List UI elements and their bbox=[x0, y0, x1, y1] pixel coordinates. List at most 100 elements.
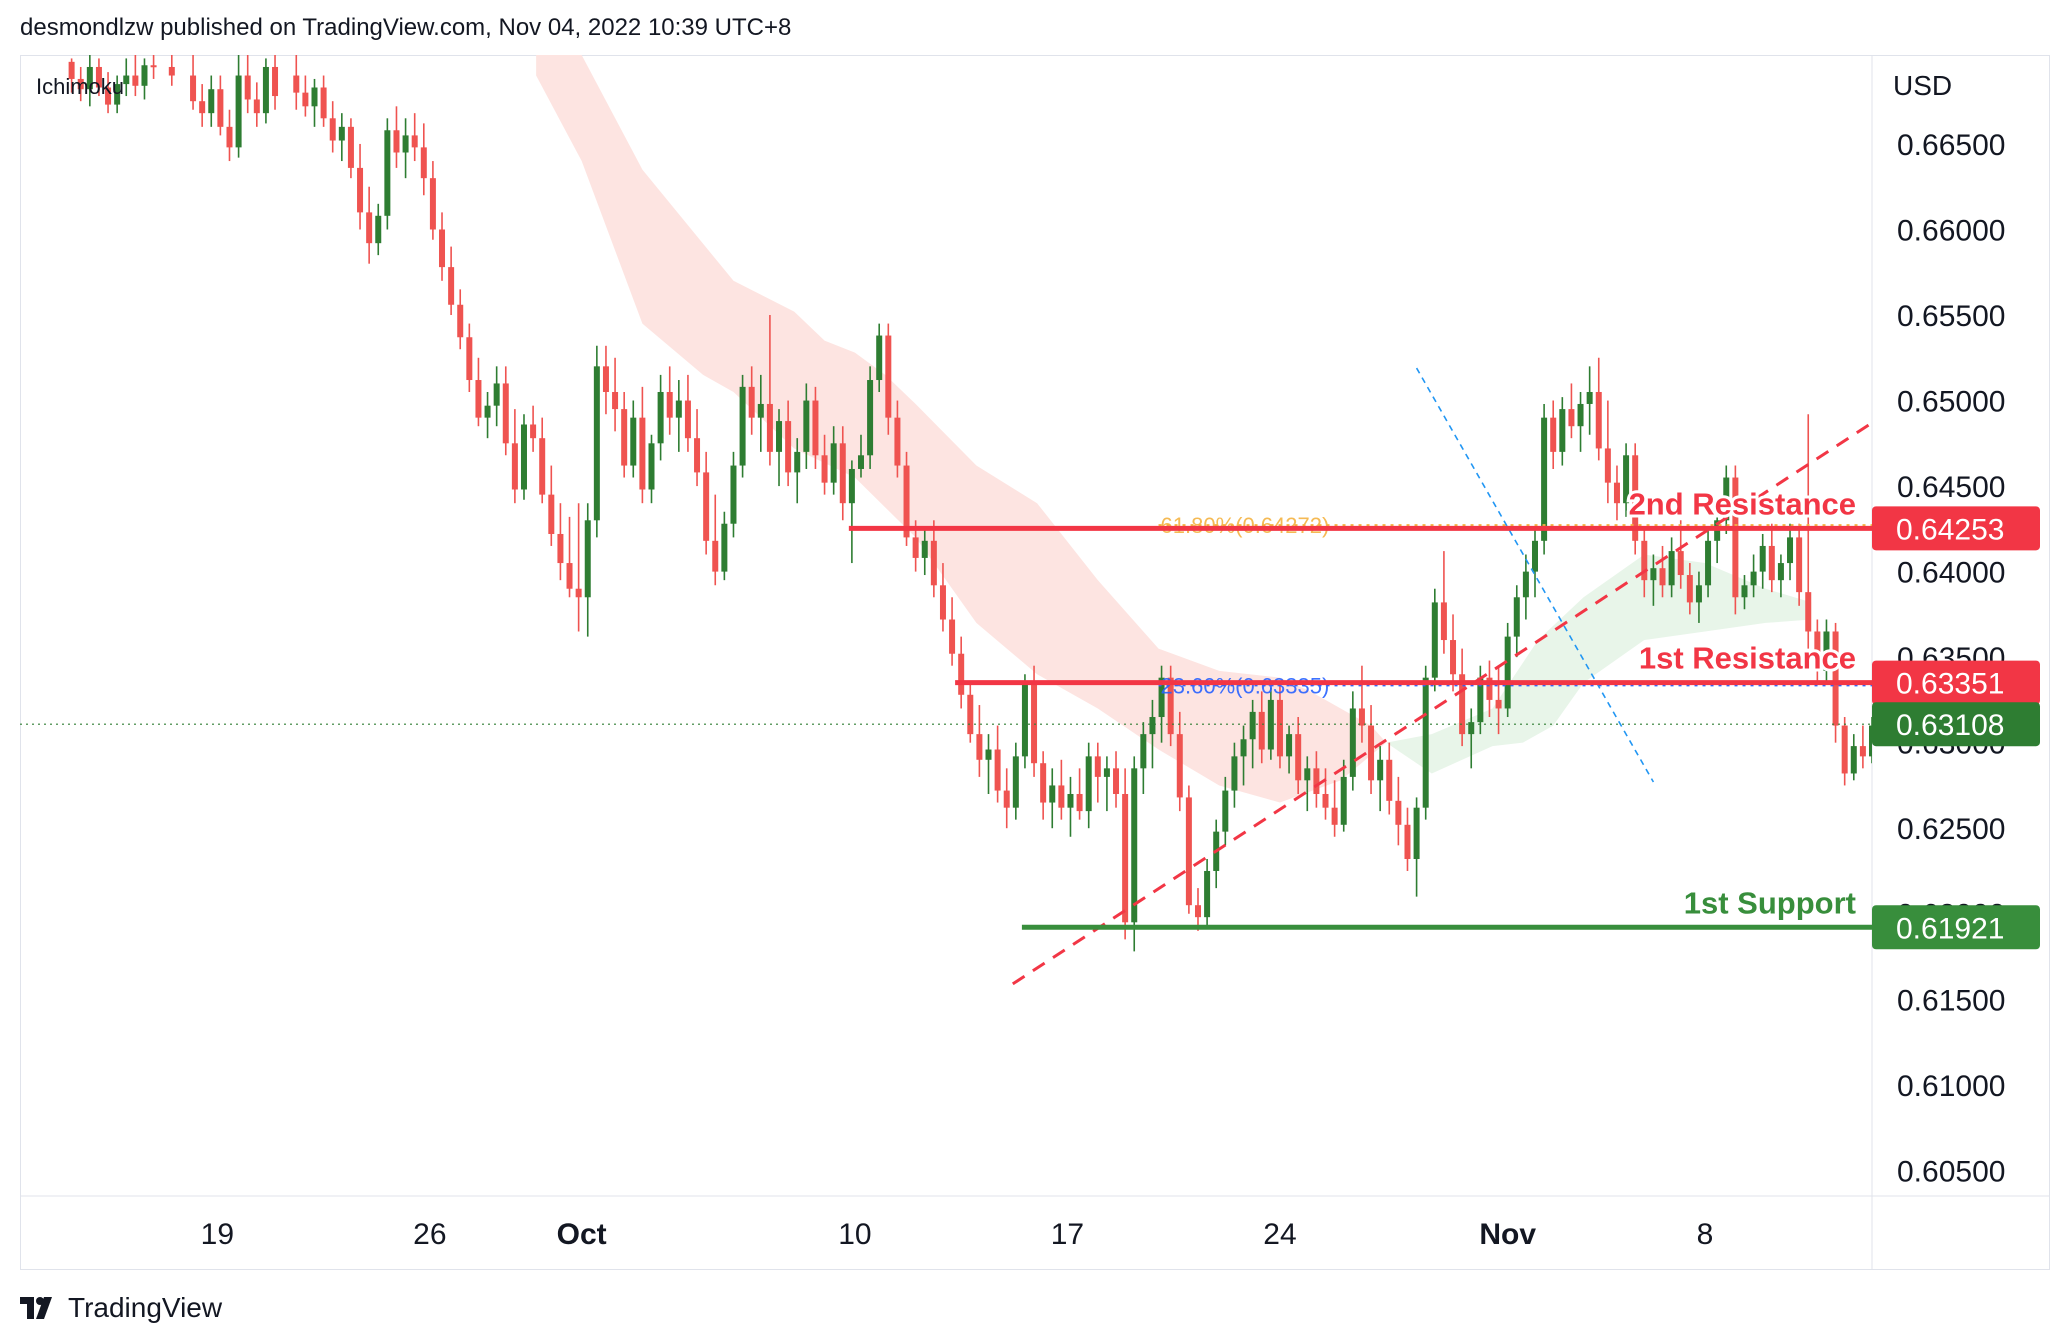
ichimoku-cloud-bullish bbox=[1386, 554, 1812, 774]
candle-body bbox=[1249, 711, 1256, 740]
fib-label: 23.60%(0.63335) bbox=[1161, 673, 1330, 698]
price-axis-tag-text: 0.61921 bbox=[1896, 912, 2004, 945]
candle-body bbox=[712, 540, 719, 572]
price-axis-tag-text: 0.63108 bbox=[1896, 709, 2004, 742]
currency-label: USD bbox=[1893, 70, 1952, 101]
y-tick-label: 0.64000 bbox=[1897, 557, 2005, 590]
candle-body bbox=[1732, 477, 1739, 598]
ichimoku-cloud-bearish bbox=[536, 55, 1387, 803]
candle-body bbox=[1450, 640, 1457, 675]
candle-body bbox=[1422, 677, 1429, 808]
candle-body bbox=[994, 749, 1001, 791]
x-tick-label: 24 bbox=[1263, 1218, 1296, 1251]
candle-body bbox=[411, 135, 418, 148]
candle-body bbox=[1750, 571, 1757, 586]
candle-body bbox=[1258, 711, 1265, 750]
chart-frame bbox=[20, 55, 2050, 1270]
candle-body bbox=[1522, 571, 1529, 598]
candle-body bbox=[903, 465, 910, 538]
y-tick-label: 0.61000 bbox=[1897, 1070, 2005, 1103]
ascending-trendline bbox=[1011, 421, 1872, 986]
candle-body bbox=[748, 386, 755, 418]
candle-body bbox=[794, 451, 801, 473]
candle-body bbox=[1322, 793, 1329, 808]
candle-body bbox=[1304, 768, 1311, 781]
candle-body bbox=[839, 443, 846, 504]
candle-body bbox=[1759, 545, 1766, 572]
candle-body bbox=[1131, 768, 1138, 923]
candle-body bbox=[1340, 776, 1347, 825]
candle-body bbox=[1058, 785, 1065, 808]
candle-body bbox=[1003, 790, 1010, 808]
candle-body bbox=[848, 468, 855, 504]
candle-body bbox=[150, 65, 157, 68]
candle-body bbox=[939, 585, 946, 620]
candle-body bbox=[114, 84, 121, 105]
x-tick-label: Oct bbox=[557, 1218, 607, 1251]
candle-body bbox=[375, 215, 382, 244]
candle-body bbox=[830, 443, 837, 483]
candle-body bbox=[885, 335, 892, 418]
candle-body bbox=[1149, 717, 1156, 735]
candle-body bbox=[511, 443, 518, 490]
candle-body bbox=[520, 424, 527, 490]
candle-body bbox=[1531, 540, 1538, 572]
candle-body bbox=[77, 78, 84, 90]
candle-body bbox=[1650, 568, 1657, 581]
candle-body bbox=[785, 421, 792, 473]
level-label: 1st Support bbox=[1684, 885, 1856, 920]
candle-body bbox=[730, 465, 737, 524]
candle-body bbox=[199, 101, 206, 114]
candle-body bbox=[1477, 677, 1484, 723]
candle-body bbox=[1659, 568, 1666, 586]
candle-body bbox=[1395, 800, 1402, 825]
candle-body bbox=[757, 403, 764, 418]
x-tick-label: 19 bbox=[201, 1218, 234, 1251]
candle-body bbox=[1677, 551, 1684, 576]
candle-body bbox=[1486, 677, 1493, 700]
candle-body bbox=[1841, 725, 1848, 774]
tradingview-logo-icon bbox=[20, 1297, 52, 1319]
candle-body bbox=[675, 400, 682, 418]
candle-body bbox=[475, 380, 482, 418]
candle-body bbox=[1204, 870, 1211, 918]
candle-body bbox=[1604, 448, 1611, 483]
candle-body bbox=[1431, 602, 1438, 678]
candle-body bbox=[867, 380, 874, 456]
candle-body bbox=[1859, 746, 1866, 757]
candle-body bbox=[1349, 708, 1356, 777]
candle-body bbox=[1049, 785, 1056, 803]
level-label: 1st Resistance bbox=[1639, 641, 1856, 676]
candle-body bbox=[1140, 734, 1147, 769]
price-axis-tag bbox=[1872, 905, 2040, 950]
candle-body bbox=[1368, 725, 1375, 781]
candle-body bbox=[1313, 768, 1320, 794]
candle-body bbox=[639, 417, 646, 490]
candle-body bbox=[1267, 699, 1274, 750]
candle-body bbox=[766, 403, 773, 452]
level-label: 2nd Resistance bbox=[1629, 486, 1856, 521]
candle-body bbox=[1541, 417, 1548, 541]
candle-body bbox=[575, 588, 582, 598]
candle-body bbox=[721, 523, 728, 572]
candle-body bbox=[1413, 807, 1420, 860]
candle-body bbox=[293, 75, 300, 93]
candle-body bbox=[1832, 631, 1839, 726]
footer-logo[interactable]: TradingView bbox=[20, 1292, 222, 1324]
y-tick-label: 0.62500 bbox=[1897, 813, 2005, 846]
candle-body bbox=[1805, 592, 1812, 632]
candle-body bbox=[439, 229, 446, 268]
candle-body bbox=[1286, 734, 1293, 757]
candle-body bbox=[1404, 824, 1411, 860]
candle-body bbox=[1768, 545, 1775, 581]
candle-body bbox=[1623, 455, 1630, 504]
candle-body bbox=[1012, 756, 1019, 808]
candle-body bbox=[1695, 585, 1702, 603]
candle-body bbox=[1076, 793, 1083, 812]
candle-body bbox=[1176, 734, 1183, 798]
candle-body bbox=[694, 438, 701, 473]
candle-body bbox=[1167, 677, 1174, 735]
candle-body bbox=[302, 92, 309, 107]
candle-body bbox=[1741, 585, 1748, 598]
